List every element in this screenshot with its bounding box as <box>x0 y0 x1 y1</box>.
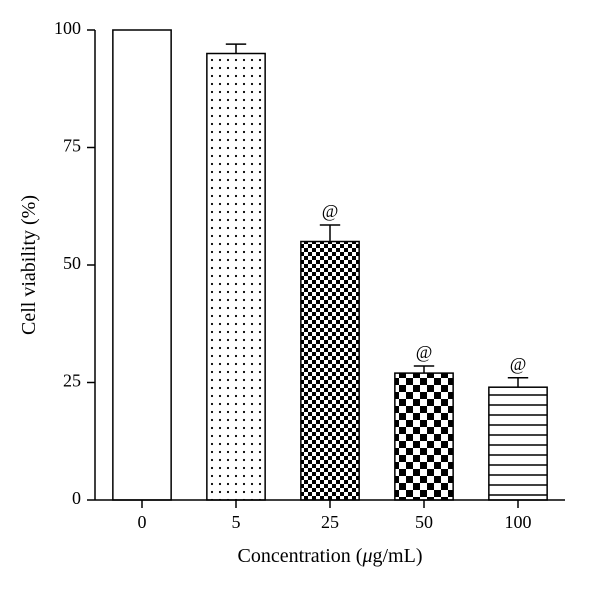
x-tick-label: 100 <box>505 512 532 532</box>
cell-viability-bar-chart: @ @ @0 25 50 75 100 0 5 25 50 100 Cell viability (%)… <box>0 0 600 593</box>
x-axis-title: Concentration (μg/mL) <box>237 545 422 567</box>
bar-100 <box>489 387 547 500</box>
bar-5 <box>207 54 265 501</box>
y-tick-label: 0 <box>72 488 81 508</box>
x-tick-label: 0 <box>138 512 147 532</box>
bar-0 <box>113 30 171 500</box>
y-tick-label: 50 <box>63 253 81 273</box>
y-tick-label: 75 <box>63 136 81 156</box>
sig-label-100: @ <box>510 354 527 374</box>
y-tick-label: 25 <box>63 371 81 391</box>
chart-container: @ @ @0 25 50 75 100 0 5 25 50 100 Cell viability (%)… <box>0 0 600 593</box>
x-tick-label: 50 <box>415 512 433 532</box>
x-tick-label: 5 <box>232 512 241 532</box>
sig-label-25: @ <box>322 201 339 221</box>
bar-25 <box>301 242 359 501</box>
y-tick-label: 100 <box>54 18 81 38</box>
bar-50 <box>395 373 453 500</box>
sig-label-50: @ <box>416 342 433 362</box>
x-tick-label: 25 <box>321 512 339 532</box>
y-axis-title: Cell viability (%) <box>18 195 40 335</box>
